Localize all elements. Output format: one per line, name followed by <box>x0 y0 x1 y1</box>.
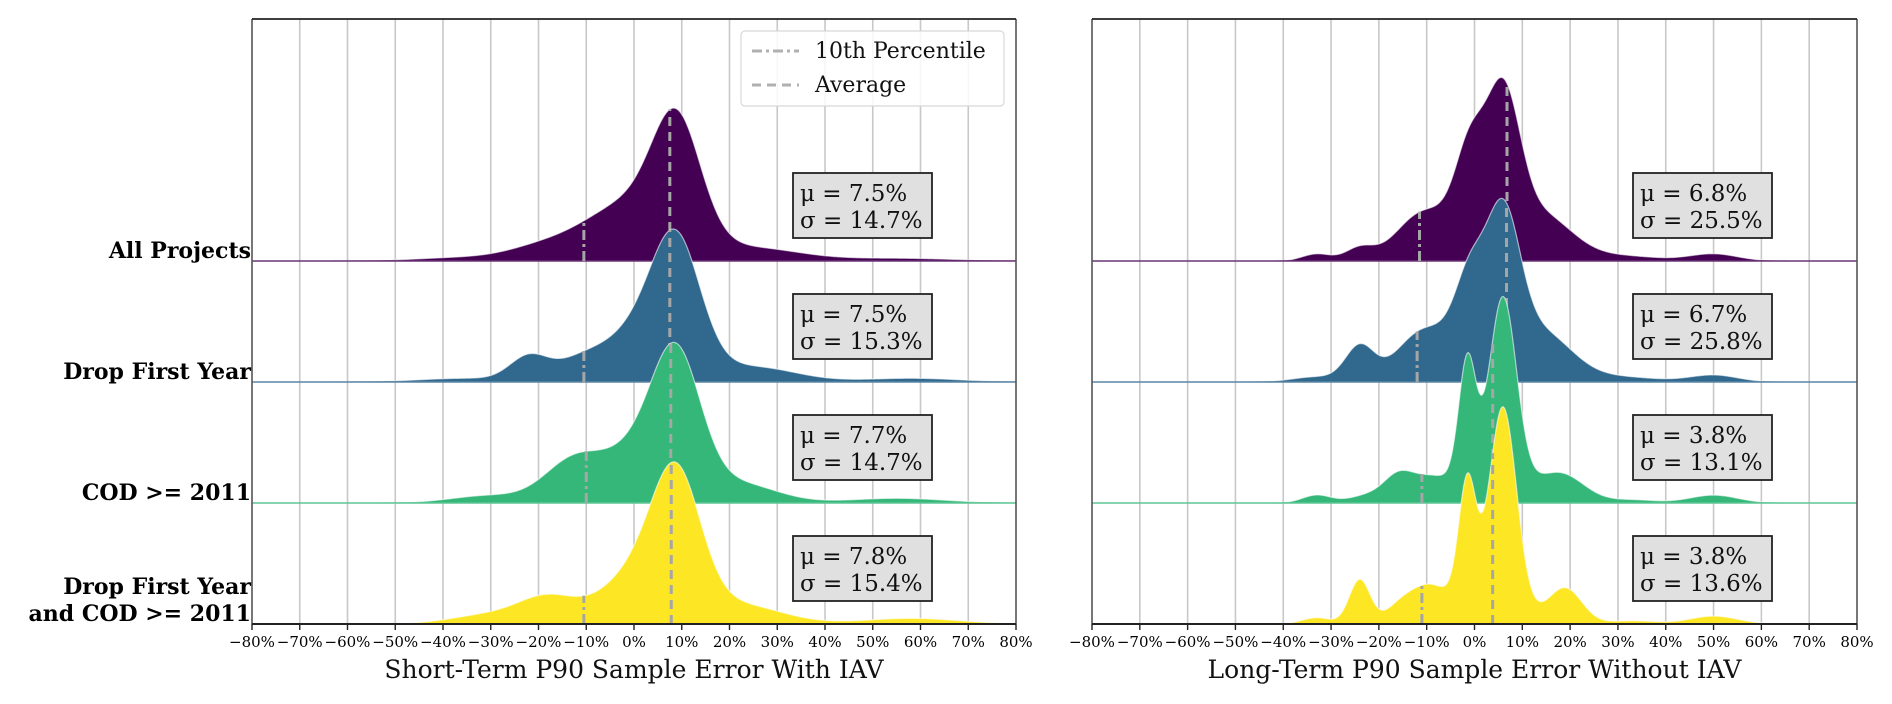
x-tick-label: 0% <box>1463 633 1487 651</box>
mean-label: μ = 3.8% <box>1640 544 1747 570</box>
mean-label: μ = 3.8% <box>1640 423 1747 449</box>
x-tick-label: −70% <box>277 633 323 651</box>
x-tick-label: 40% <box>808 633 841 651</box>
x-axis-title: Short-Term P90 Sample Error With IAV <box>384 655 884 684</box>
stats-box-bg <box>1632 293 1773 360</box>
std-label: σ = 14.7% <box>800 208 923 234</box>
x-ticks: −80% −70% −60% −50% −40% −30% −20% −10% 0% 10% 20%… <box>229 624 1033 651</box>
std-label: σ = 25.8% <box>1640 329 1763 355</box>
x-tick-label: −40% <box>420 633 466 651</box>
stats-box: μ = 3.8%σ = 13.6% <box>1632 535 1773 602</box>
row-label: Drop First Year <box>63 574 251 600</box>
x-tick-label: 50% <box>1697 633 1730 651</box>
stats-boxes: μ = 6.8%σ = 25.5% μ = 6.7%σ = 25.8% μ = 3.… <box>1632 172 1773 602</box>
x-tick-label: −40% <box>1260 633 1306 651</box>
mean-label: μ = 7.7% <box>800 423 907 449</box>
x-tick-label: 70% <box>952 633 985 651</box>
std-label: σ = 25.5% <box>1640 208 1763 234</box>
stats-box-bg <box>792 293 933 360</box>
x-tick-label: 60% <box>1745 633 1778 651</box>
row-label: Drop First Year <box>63 359 251 385</box>
stats-box: μ = 3.8%σ = 13.1% <box>1632 414 1773 481</box>
stats-box-bg <box>792 414 933 481</box>
x-tick-label: 60% <box>904 633 937 651</box>
x-ticks: −80% −70% −60% −50% −40% −30% −20% −10% 0% 10% 20%… <box>1069 624 1874 651</box>
x-tick-label: −60% <box>325 633 371 651</box>
x-tick-label: −20% <box>1356 633 1402 651</box>
x-tick-label: 10% <box>665 633 698 651</box>
ridge-0 <box>252 107 1017 262</box>
row-label: COD >= 2011 <box>82 480 251 506</box>
stats-boxes: μ = 7.5%σ = 14.7%μ = 7.5%σ = 15.3%μ = 7.… <box>792 172 933 602</box>
x-tick-label: −20% <box>516 633 562 651</box>
legend-10th-percentile-label: 10th Percentile <box>815 39 986 64</box>
x-tick-label: 80% <box>1840 633 1873 651</box>
row-label: and COD >= 2011 <box>29 601 251 627</box>
x-tick-label: 10% <box>1506 633 1539 651</box>
stats-box: μ = 6.8%σ = 25.5% <box>1632 172 1773 239</box>
mean-label: μ = 6.8% <box>1640 181 1747 207</box>
y-labels: All Projects Drop First Year COD >= 2011 Dr… <box>29 238 252 627</box>
stats-box-bg <box>1632 535 1773 602</box>
x-tick-label: 20% <box>713 633 746 651</box>
x-axis-title: Long-Term P90 Sample Error Without IAV <box>1208 655 1743 684</box>
mean-label: μ = 6.7% <box>1640 302 1747 328</box>
std-label: σ = 15.4% <box>800 571 923 597</box>
row-label: All Projects <box>108 238 251 264</box>
x-tick-label: 0% <box>622 633 646 651</box>
std-label: σ = 15.3% <box>800 329 923 355</box>
x-tick-label: −60% <box>1165 633 1211 651</box>
mean-label: μ = 7.5% <box>800 181 907 207</box>
stats-box: μ = 7.5%σ = 15.3% <box>792 293 933 360</box>
x-tick-label: −80% <box>1069 633 1115 651</box>
x-tick-label: −50% <box>1212 633 1258 651</box>
x-tick-label: −30% <box>468 633 514 651</box>
stats-box-bg <box>792 172 933 239</box>
stats-box: μ = 7.8%σ = 15.4% <box>792 535 933 602</box>
stats-box: μ = 7.7%σ = 14.7% <box>792 414 933 481</box>
std-label: σ = 13.6% <box>1640 571 1763 597</box>
ridge-2 <box>252 341 1017 504</box>
stats-box-bg <box>1632 172 1773 239</box>
x-tick-label: 80% <box>999 633 1032 651</box>
std-label: σ = 14.7% <box>800 450 923 476</box>
x-tick-label: 30% <box>761 633 794 651</box>
x-tick-label: −80% <box>229 633 275 651</box>
ridge-1 <box>252 228 1017 383</box>
stats-box: μ = 7.5%σ = 14.7% <box>792 172 933 239</box>
x-tick-label: −10% <box>563 633 609 651</box>
x-tick-label: 70% <box>1793 633 1826 651</box>
panel-long-term: μ = 6.8%σ = 25.5% μ = 6.7%σ = 25.8% μ = 3.… <box>1069 18 1874 684</box>
legend-box <box>740 30 1005 107</box>
stats-box-bg <box>1632 414 1773 481</box>
std-label: σ = 13.1% <box>1640 450 1763 476</box>
x-tick-label: 20% <box>1553 633 1586 651</box>
x-tick-label: 40% <box>1649 633 1682 651</box>
x-tick-label: −10% <box>1404 633 1450 651</box>
x-tick-label: 30% <box>1601 633 1634 651</box>
mean-label: μ = 7.8% <box>800 544 907 570</box>
mean-label: μ = 7.5% <box>800 302 907 328</box>
panel-short-term: μ = 7.5%σ = 14.7%μ = 7.5%σ = 15.3%μ = 7.… <box>29 18 1033 684</box>
legend-average-label: Average <box>814 73 906 98</box>
legend: 10th Percentile Average <box>740 30 1005 107</box>
x-tick-label: −70% <box>1117 633 1163 651</box>
x-tick-label: −30% <box>1308 633 1354 651</box>
x-tick-label: 50% <box>856 633 889 651</box>
stats-box-bg <box>792 535 933 602</box>
x-tick-label: −50% <box>372 633 418 651</box>
ridges <box>252 107 1017 625</box>
stats-box: μ = 6.7%σ = 25.8% <box>1632 293 1773 360</box>
